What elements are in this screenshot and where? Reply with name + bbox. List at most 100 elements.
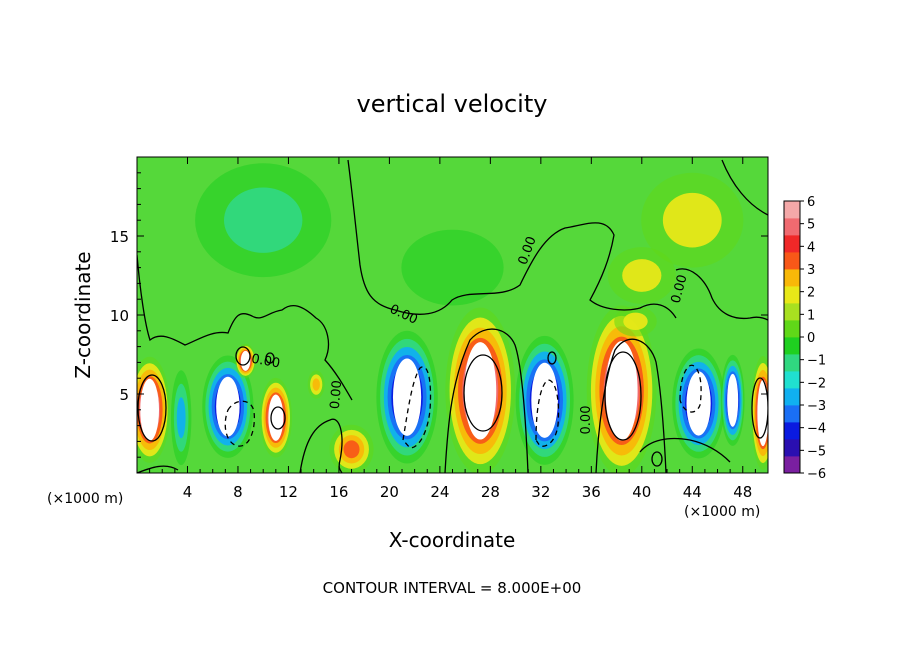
heatmap-cell: [307, 370, 325, 399]
heatmap-cells: [137, 163, 768, 473]
x-tick-label: 16: [329, 483, 348, 501]
contour-zero-line: [137, 465, 179, 473]
x-tick-label: 24: [430, 483, 449, 501]
x-tick-label: 32: [531, 483, 550, 501]
contour-labels: 0.000.000.000.000.000.00: [250, 235, 691, 435]
x-tick-label: 44: [683, 483, 702, 501]
x-tick-label: 20: [380, 483, 399, 501]
contour-zero-line: [595, 338, 667, 473]
contour-dashed-loop: [224, 400, 256, 447]
colorbar-tick-label: −6: [807, 467, 826, 482]
colorbar-tick-label: −4: [807, 422, 826, 437]
colorbar-swatch: [784, 269, 800, 287]
contour-dashed-loop: [535, 379, 560, 447]
x-tick-label: 28: [481, 483, 500, 501]
colorbar: 6 5 4 3 2 1 0 −1 −2 −3 −4 −5 −6: [783, 195, 826, 482]
heatmap-cell-level: [622, 259, 662, 292]
colorbar-tick-label: −5: [807, 444, 826, 459]
contour-closed-loop: [604, 351, 642, 441]
heatmap-cell: [235, 343, 256, 378]
contour-closed-loop: [751, 377, 768, 439]
contour-dashed-loop: [679, 364, 702, 413]
heatmap-cell: [641, 172, 744, 268]
y-tick-label: 15: [110, 228, 129, 246]
colorbar-swatch: [784, 388, 800, 406]
heatmap-cell: [137, 356, 171, 463]
heatmap-cell: [195, 163, 332, 278]
contour-closed-loop: [265, 352, 275, 364]
heatmap-cell-saturated: [240, 350, 251, 371]
x-tick-label: 8: [233, 483, 243, 501]
heatmap-cell: [329, 424, 374, 473]
heatmap-cell: [376, 330, 438, 464]
heatmap-cell-level: [176, 397, 186, 439]
contour-closed-loop: [235, 346, 251, 366]
heatmap-cell: [515, 335, 574, 465]
y-tick-label: 5: [119, 386, 129, 404]
colorbar-swatch: [784, 422, 800, 440]
colorbar-swatch: [784, 337, 800, 355]
x-unit-label-right: (×1000 m): [684, 504, 760, 520]
heatmap-cell: [751, 356, 768, 470]
heatmap-cell-saturated: [686, 371, 711, 436]
colorbar-tick-label: 4: [807, 240, 815, 255]
y-tick-label: 10: [110, 307, 129, 325]
colorbar-swatch: [784, 286, 800, 304]
heatmap-cell-saturated: [464, 342, 497, 440]
x-tick-label: 12: [279, 483, 298, 501]
contour-zero-line: [137, 254, 353, 401]
x-ticks: 4 8 12 16 20 24 28 32 36 40 44 48: [149, 157, 756, 501]
contour-label: 0.00: [328, 380, 345, 410]
contour-closed-loop: [651, 451, 663, 467]
colorbar-tick-label: 0: [807, 331, 815, 346]
contour-label: 0.00: [250, 352, 281, 372]
colorbar-swatch: [784, 354, 800, 372]
heatmap-cell: [672, 348, 725, 459]
x-tick-label: 4: [183, 483, 193, 501]
heatmap-cell: [445, 307, 516, 473]
colorbar-tick-label: 2: [807, 286, 815, 301]
colorbar-tick-label: 6: [807, 195, 815, 210]
colorbar-tick-label: 3: [807, 263, 815, 278]
heatmap-cell-level: [312, 378, 320, 391]
heatmap-cell-saturated: [531, 362, 558, 438]
heatmap-cell-saturated: [605, 341, 638, 441]
heatmap-cell-level: [401, 229, 504, 306]
colorbar-swatch: [784, 218, 800, 236]
colorbar-swatch: [784, 371, 800, 389]
colorbar-tick-label: −3: [807, 399, 826, 414]
y-axis-label: Z-coordinate: [71, 251, 95, 378]
contour-label: 0.00: [669, 273, 691, 305]
colorbar-swatch: [784, 303, 800, 321]
heatmap-cell: [586, 305, 657, 473]
x-tick-label: 48: [733, 483, 752, 501]
x-axis-label: X-coordinate: [389, 528, 516, 552]
heatmap-cell-saturated: [392, 358, 422, 436]
contour-closed-loop: [547, 351, 557, 365]
heatmap-cell: [202, 355, 254, 458]
heatmap-cell: [720, 354, 745, 446]
heatmap-cell-level: [662, 192, 722, 248]
heatmap-cell-level: [224, 187, 303, 253]
colorbar-tick-label: 5: [807, 218, 815, 233]
colorbar-swatch: [784, 405, 800, 423]
y-ticks: 5 10 15: [110, 172, 768, 458]
contour-interval-text: CONTOUR INTERVAL = 8.000E+00: [323, 579, 582, 597]
chart-title: vertical velocity: [357, 90, 548, 118]
contour-zero-line: [675, 268, 768, 321]
heatmap-cell: [614, 306, 657, 337]
colorbar-swatch: [784, 201, 800, 219]
heatmap-cell: [170, 370, 192, 466]
contour-zero-line: [444, 328, 529, 473]
plot-field: 0.000.000.000.000.000.00: [137, 157, 768, 473]
contour-zero-line: [721, 159, 768, 216]
colorbar-swatch: [784, 320, 800, 338]
contour-dashed-loop: [402, 366, 432, 449]
colorbar-swatch: [784, 235, 800, 253]
colorbar-tick-label: −2: [807, 376, 826, 391]
colorbar-swatch: [784, 252, 800, 270]
heatmap-cell-saturated: [140, 378, 160, 441]
contour-zero-line: [347, 159, 677, 319]
colorbar-tick-label: 1: [807, 308, 815, 323]
